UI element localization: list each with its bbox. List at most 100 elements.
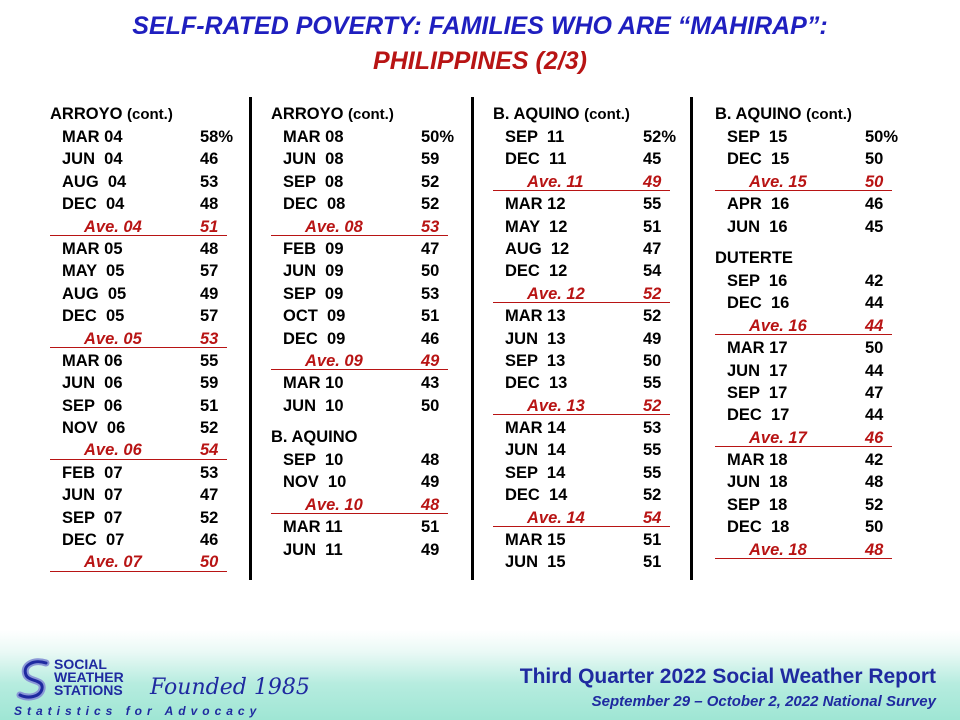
percent-value: 47 [643,239,662,258]
percent-value: 47 [865,383,884,402]
period-label: MAR 06 [62,351,123,370]
table-row: SEP 08 52 [271,171,471,193]
period-label: DEC 17 [727,406,790,425]
table-row: DEC 05 57 [50,305,250,327]
percent-value: 50 [865,518,884,537]
period-label: DEC 04 [62,195,125,214]
table-row: DEC 16 44 [715,292,915,314]
sws-logo-text: SOCIAL WEATHER STATIONS [54,656,124,697]
table-row: JUN 17 44 [715,360,915,382]
period-label: Ave. 15 [749,172,807,191]
percent-value: 50 [421,262,440,281]
period-label: Ave. 14 [527,508,585,527]
table-row: MAR 08 50% [271,126,471,148]
period-label: NOV 10 [283,473,347,492]
percent-value: 49 [643,172,662,191]
section-suffix: (cont.) [127,106,173,123]
period-label: MAR 08 [283,128,344,146]
period-label: SEP 09 [283,284,344,303]
percent-value: 50 [865,339,884,358]
period-label: Ave. 13 [527,396,585,415]
period-label: MAR 04 [62,128,123,146]
period-label: DEC 16 [727,294,790,313]
period-label: DEC 18 [727,518,790,537]
percent-value: 52 [643,396,662,415]
table-row: JUN 11 49 [271,539,471,561]
period-label: DEC 12 [505,262,568,281]
slide-subtitle: PHILIPPINES (2/3) [0,46,960,76]
section-suffix: (cont.) [806,106,852,123]
percent-value: 51 [421,307,440,326]
percent-value: 49 [421,540,440,559]
table-row: JUN 14 55 [493,439,693,461]
average-row: Ave. 16 44 [715,315,915,337]
period-label: SEP 14 [505,463,566,482]
logo-tagline: Statistics for Advocacy [14,704,262,718]
percent-value: 52 [643,307,662,326]
period-label: SEP 15 [727,128,788,146]
percent-value: 57 [200,307,219,326]
percent-value: 54 [643,508,662,527]
percent-value: 50 [421,396,440,415]
period-label: OCT 09 [283,307,346,326]
period-label: JUN 14 [505,441,566,460]
logo-line-social: SOCIAL [54,656,107,672]
period-label: SEP 18 [727,495,788,514]
administration-name: B. AQUINO [715,105,802,123]
period-label: JUN 04 [62,150,123,169]
percent-value: 55 [643,441,662,460]
period-label: DEC 05 [62,307,125,326]
percent-value: 44 [865,406,884,425]
period-label: Ave. 04 [84,217,142,236]
subtitle-part: (2/3) [528,47,587,75]
section-header: B. AQUINO (cont.) [493,102,693,126]
period-label: SEP 11 [505,128,565,146]
percent-value: 52 [643,284,662,303]
sws-logo-icon [16,658,50,701]
percent-value: 50 [865,150,884,169]
percent-value: 59 [421,150,440,169]
table-row: JUN 16 45 [715,216,915,238]
table-row: MAY 05 57 [50,260,250,282]
period-label: Ave. 17 [749,428,807,447]
percent-value: 53 [200,329,219,348]
percent-value: 44 [865,316,884,335]
percent-value: 58% [200,128,234,146]
percent-value: 54 [643,262,662,281]
percent-value: 47 [421,239,440,258]
table-row: AUG 12 47 [493,238,693,260]
percent-value: 51 [643,553,662,572]
table-row: DEC 07 46 [50,529,250,551]
average-row: Ave. 12 52 [493,283,693,305]
period-label: MAY 12 [505,217,568,236]
column-divider [690,97,693,580]
period-label: DEC 13 [505,374,568,393]
table-row: AUG 05 49 [50,283,250,305]
average-row: Ave. 09 49 [271,350,471,372]
percent-value: 59 [200,374,219,393]
average-row: Ave. 13 52 [493,395,693,417]
table-row: JUN 09 50 [271,260,471,282]
section-header: B. AQUINO [271,425,471,449]
percent-value: 44 [865,294,884,313]
period-label: Ave. 09 [305,351,363,370]
percent-value: 49 [200,284,219,303]
percent-value: 54 [200,441,219,460]
average-row: Ave. 15 50 [715,171,915,193]
percent-value: 50 [643,351,662,370]
table-row: DEC 18 50 [715,516,915,538]
period-label: MAR 17 [727,339,788,358]
percent-value: 46 [200,150,219,169]
table-row: SEP 06 51 [50,395,250,417]
period-label: APR 16 [727,195,790,214]
subtitle-country: PHILIPPINES [373,47,529,75]
table-row: DEC 13 55 [493,372,693,394]
table-row: JUN 08 59 [271,148,471,170]
administration-name: ARROYO [50,105,123,123]
average-row: Ave. 04 51 [50,216,250,238]
table-row: JUN 04 46 [50,148,250,170]
table-row: SEP 07 52 [50,507,250,529]
table-row: NOV 06 52 [50,417,250,439]
table-row: JUN 10 50 [271,395,471,417]
percent-value: 51 [643,217,662,236]
